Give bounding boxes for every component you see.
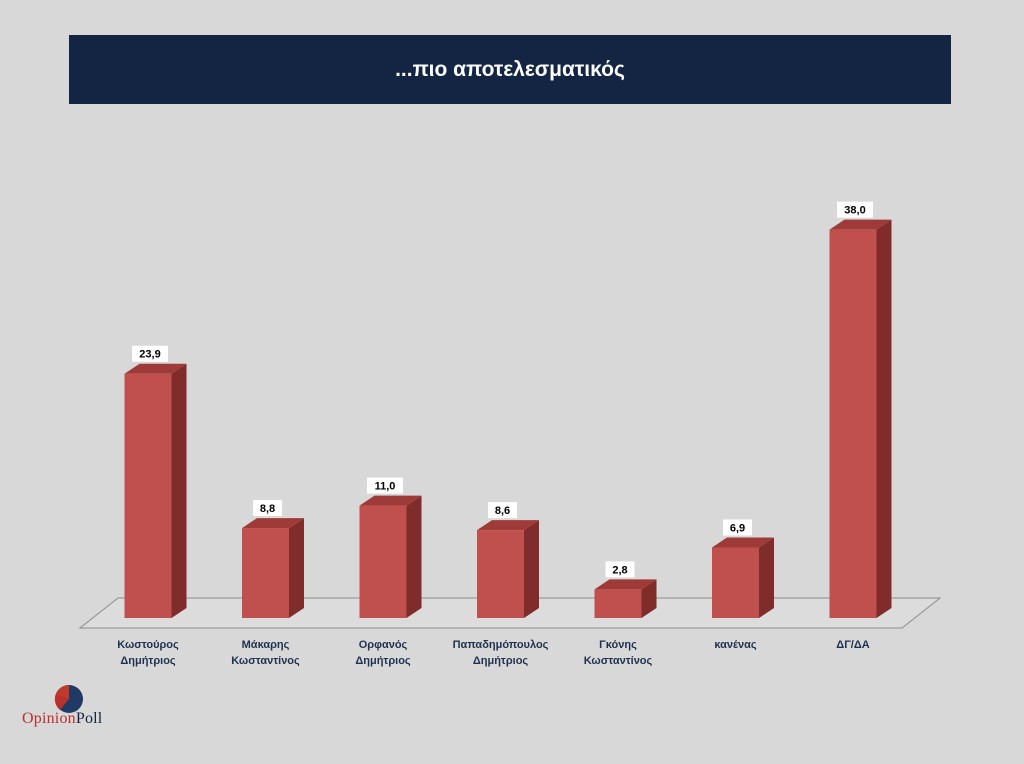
value-label-box-1 xyxy=(253,500,282,517)
logo-mark-icon xyxy=(54,684,83,713)
bar-2 xyxy=(359,505,407,618)
value-label-5: 6,9 xyxy=(730,522,745,534)
logo-text-opinion: Opinion xyxy=(22,710,76,727)
category-label-3-1: Δημήτριος xyxy=(473,655,529,667)
bar-top-5 xyxy=(712,537,774,548)
category-label-4-1: Κωσταντίνος xyxy=(584,655,653,667)
title-bar: ...πιο αποτελεσματικός xyxy=(69,35,951,104)
value-label-3: 8,6 xyxy=(495,505,510,517)
bar-6 xyxy=(829,229,877,618)
bar-1 xyxy=(242,528,289,618)
value-label-box-0 xyxy=(132,345,168,362)
bar-side-2 xyxy=(406,495,422,618)
category-label-1-0: Μάκαρης xyxy=(242,639,290,651)
bar-top-6 xyxy=(829,219,892,230)
bar-side-1 xyxy=(289,518,304,618)
bar-side-4 xyxy=(641,579,657,618)
bar-5 xyxy=(712,547,759,618)
category-label-6-0: ΔΓ/ΔΑ xyxy=(836,639,869,651)
category-label-5-0: κανένας xyxy=(714,639,756,651)
value-label-1: 8,8 xyxy=(260,503,275,515)
bar-top-1 xyxy=(242,518,304,529)
chart-title: ...πιο αποτελεσματικός xyxy=(395,57,625,81)
bar-side-6 xyxy=(876,219,892,618)
value-label-4: 2,8 xyxy=(612,564,627,576)
bar-side-0 xyxy=(171,363,187,618)
bar-side-3 xyxy=(524,520,539,618)
value-label-box-6 xyxy=(837,201,873,218)
bar-top-0 xyxy=(124,363,187,374)
value-label-0: 23,9 xyxy=(139,349,160,361)
category-label-3-0: Παπαδημόπουλος xyxy=(453,639,549,651)
bar-top-4 xyxy=(594,579,657,590)
category-label-4-0: Γκόνης xyxy=(599,639,637,651)
value-label-2: 11,0 xyxy=(375,481,396,493)
value-label-box-3 xyxy=(488,502,517,519)
opinionpoll-logo: OpinionPoll xyxy=(22,680,132,740)
logo-text: OpinionPoll xyxy=(22,710,102,728)
logo-text-poll: Poll xyxy=(75,710,103,727)
value-label-box-2 xyxy=(367,477,403,494)
value-label-box-5 xyxy=(723,519,752,536)
bar-3 xyxy=(477,530,524,618)
bar-side-5 xyxy=(759,537,774,618)
category-label-2-1: Δημήτριος xyxy=(355,655,411,667)
bar-top-3 xyxy=(477,520,539,531)
category-label-2-0: Ορφανός xyxy=(359,639,408,651)
value-label-6: 38,0 xyxy=(844,205,865,217)
category-label-0-1: Δημήτριος xyxy=(120,655,176,667)
bar-4 xyxy=(594,589,642,618)
value-label-box-4 xyxy=(605,561,635,578)
category-label-1-1: Κωσταντίνος xyxy=(231,655,300,667)
category-label-0-0: Κωστούρος xyxy=(117,639,179,651)
bar-0 xyxy=(124,373,172,618)
bar-top-2 xyxy=(359,495,422,506)
